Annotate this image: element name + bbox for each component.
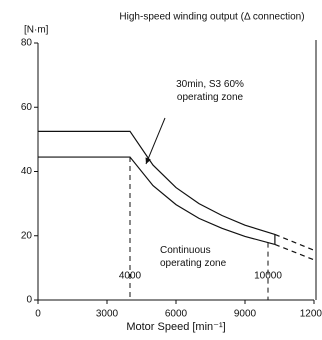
chart-title: High-speed winding output (Δ connection) [119,12,304,23]
marker-label: 4000 [119,271,142,282]
y-unit: [N·m] [24,25,49,36]
x-tick-label: 1200 [300,309,322,320]
x-tick-label: 0 [35,309,41,320]
x-tick-label: 6000 [165,309,188,320]
y-tick-label: 40 [21,166,33,177]
y-tick-label: 0 [26,295,32,306]
x-tick-label: 3000 [96,309,119,320]
annotation: 30min, S3 60% operating zone [176,79,244,103]
x-label: Motor Speed [min⁻¹] [126,321,225,333]
y-tick-label: 80 [21,38,33,49]
x-tick-label: 9000 [234,309,257,320]
arrow [145,117,166,165]
series-line [38,156,276,246]
y-tick-label: 60 [21,102,33,113]
series-line [274,243,315,261]
y-tick-label: 20 [21,230,33,241]
series-line [274,233,315,251]
annotation: Continuous operating zone [160,245,227,269]
marker-label: 10000 [254,271,282,282]
series-line [38,130,276,236]
